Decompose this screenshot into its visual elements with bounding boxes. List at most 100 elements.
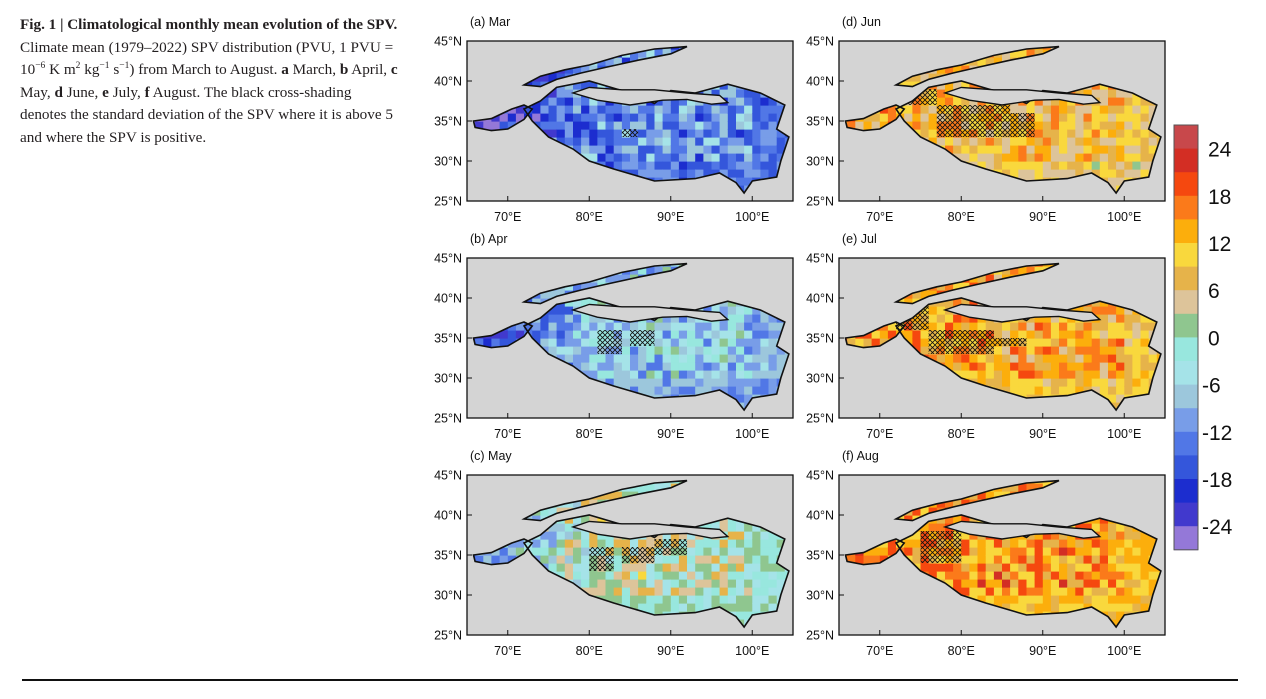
caption-text: July,: [108, 83, 145, 101]
field-cell: [744, 338, 753, 347]
field-cell: [1059, 603, 1068, 612]
field-cell: [760, 370, 770, 379]
field-cell: [953, 65, 962, 74]
field-cell: [556, 137, 566, 146]
field-cell: [1034, 322, 1044, 331]
field-cell: [1059, 555, 1068, 564]
field-cell: [711, 579, 721, 588]
field-cell: [768, 370, 778, 379]
field-cell: [1099, 579, 1109, 588]
field-cell: [752, 523, 762, 532]
field-cell: [597, 129, 607, 138]
field-cell: [573, 539, 582, 548]
field-cell: [1083, 346, 1093, 355]
field-cell: [548, 563, 558, 572]
field-cell: [985, 57, 995, 66]
field-cell: [752, 595, 762, 604]
field-cell: [768, 129, 778, 138]
field-cell: [630, 322, 639, 331]
field-cell: [678, 531, 688, 540]
field-cell: [581, 65, 590, 74]
field-cell: [678, 346, 688, 355]
field-cell: [695, 362, 704, 371]
field-cell: [912, 113, 922, 122]
field-cell: [1124, 571, 1134, 580]
field-cell: [776, 563, 786, 572]
field-cell: [760, 547, 770, 556]
field-cell: [638, 386, 647, 395]
field-cell: [736, 394, 745, 403]
field-cell: [1083, 306, 1093, 315]
field-cell: [727, 113, 737, 122]
field-cell: [703, 137, 713, 146]
field-cell: [993, 161, 1003, 170]
field-cell: [1083, 587, 1093, 596]
field-cell: [1091, 354, 1101, 363]
field-cell: [736, 378, 745, 387]
field-cell: [736, 145, 745, 154]
field-cell: [1026, 266, 1036, 275]
field-cell: [711, 153, 721, 162]
field-cell: [912, 105, 922, 114]
y-tick-label: 45°N: [434, 469, 462, 483]
field-cell: [1034, 579, 1044, 588]
field-cell: [1108, 386, 1117, 395]
field-cell: [670, 587, 680, 596]
field-cell: [1083, 547, 1093, 556]
field-cell: [548, 338, 558, 347]
field-cell: [1067, 330, 1076, 339]
field-cell: [1042, 354, 1052, 363]
field-cell: [1050, 547, 1060, 556]
field-cell: [1116, 579, 1125, 588]
field-cell: [1132, 338, 1142, 347]
field-cell: [1026, 483, 1036, 492]
coastline: [893, 262, 1060, 305]
field-cell: [1148, 145, 1158, 154]
field-cell: [752, 97, 762, 106]
field-cell: [1108, 330, 1117, 339]
field-cell: [548, 322, 558, 331]
field-cell: [687, 137, 696, 146]
field-cell: [589, 587, 599, 596]
field-cell: [1124, 306, 1134, 315]
field-cell: [1091, 105, 1101, 114]
field-cell: [605, 579, 615, 588]
field-cell: [744, 603, 753, 612]
field-cell: [744, 177, 753, 186]
field-cell: [564, 121, 574, 130]
field-cell: [1132, 362, 1142, 371]
field-cell: [613, 137, 623, 146]
field-cell: [977, 563, 987, 572]
field-cell: [1059, 563, 1068, 572]
field-cell: [687, 603, 696, 612]
field-cell: [573, 145, 582, 154]
field-cell: [744, 394, 753, 403]
field-cell: [776, 362, 786, 371]
field-cell: [1116, 97, 1125, 106]
field-cell: [993, 274, 1003, 283]
field-cell: [985, 145, 995, 154]
field-cell: [1067, 113, 1076, 122]
field-cell: [904, 298, 913, 307]
field-cell: [1083, 579, 1093, 588]
field-cell: [1042, 603, 1052, 612]
field-cell: [630, 137, 639, 146]
field-cell: [1124, 169, 1134, 178]
field-cell: [768, 386, 778, 395]
field-cell: [1091, 523, 1101, 532]
field-cell: [695, 153, 704, 162]
field-cell: [920, 338, 930, 347]
field-cell: [961, 563, 971, 572]
field-cell: [727, 539, 737, 548]
field-cell: [727, 129, 737, 138]
field-cell: [630, 362, 639, 371]
field-cell: [687, 362, 696, 371]
field-cell: [515, 547, 525, 556]
field-cell: [847, 338, 856, 347]
field-cell: [1116, 386, 1125, 395]
field-cell: [687, 386, 696, 395]
field-cell: [1099, 169, 1109, 178]
field-cell: [928, 306, 938, 315]
field-cell: [678, 603, 688, 612]
